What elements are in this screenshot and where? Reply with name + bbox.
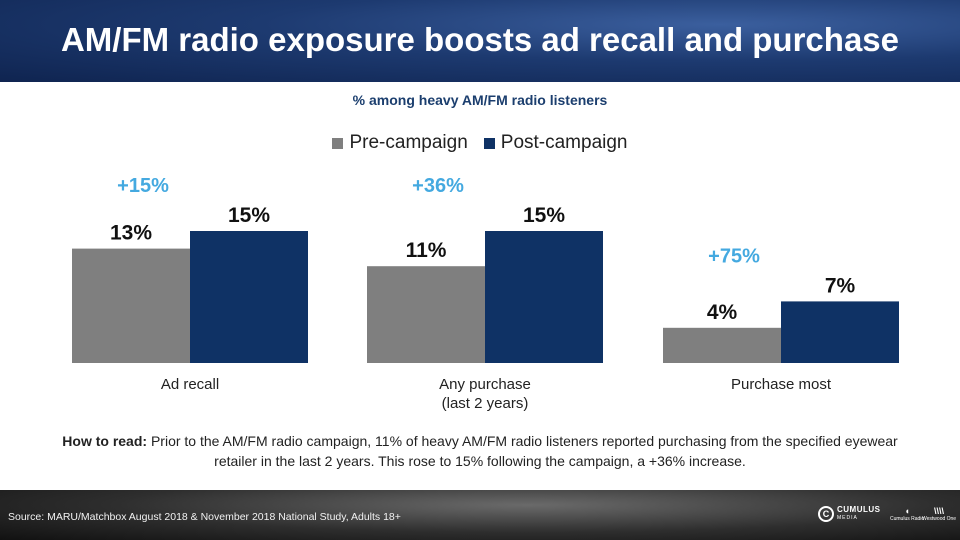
cumulus-media-logo: C CUMULUS MEDIA: [818, 506, 881, 522]
bar-value-label-post-0: 15%: [228, 204, 270, 227]
how-to-read-note: How to read: Prior to the AM/FM radio ca…: [40, 431, 920, 471]
chart-legend: Pre-campaign Post-campaign: [0, 132, 960, 154]
bar-value-label-pre-2: 4%: [707, 301, 738, 324]
bar-value-label-pre-1: 11%: [406, 239, 447, 262]
radio-mark-icon: ◖: [904, 506, 910, 516]
note-text: Prior to the AM/FM radio campaign, 11% o…: [150, 433, 898, 469]
category-label-0-0: Ad recall: [161, 376, 219, 393]
bar-post-1: [485, 231, 603, 363]
bar-pre-1: [367, 266, 485, 363]
category-label-1-1: (last 2 years): [442, 395, 529, 412]
cumulus-radio-logo: ◖ Cumulus Radio: [890, 506, 924, 522]
legend-item-post: Post-campaign: [483, 132, 628, 154]
cumulus-wordmark-sub: MEDIA: [837, 515, 858, 521]
westwood-mark-icon: \\\\: [934, 506, 945, 516]
bar-pre-2: [663, 327, 781, 363]
footer-bar: Source: MARU/Matchbox August 2018 & Nove…: [0, 490, 960, 540]
change-label-2: +75%: [708, 245, 760, 267]
bar-chart: 13% 15% +15% Ad recall 11% 15% +36% Any purchas…: [72, 175, 899, 412]
bar-value-label-pre-0: 13%: [110, 222, 152, 245]
westwood-one-logo: \\\\ Westwood One: [922, 506, 956, 522]
change-label-1: +36%: [412, 175, 464, 197]
cumulus-wordmark: CUMULUS MEDIA: [837, 506, 881, 522]
note-lead: How to read:: [62, 433, 148, 449]
legend-label-pre: Pre-campaign: [349, 132, 468, 153]
westwood-logo-text: Westwood One: [922, 516, 957, 522]
bar-value-label-post-1: 15%: [523, 204, 565, 227]
category-label-1-0: Any purchase: [439, 376, 531, 393]
radio-logo-text: Cumulus Radio: [890, 516, 925, 522]
title-banner: AM/FM radio exposure boosts ad recall an…: [0, 0, 960, 82]
category-label-2-0: Purchase most: [731, 376, 832, 393]
legend-swatch-post: [483, 137, 495, 149]
cumulus-wordmark-main: CUMULUS: [837, 505, 881, 514]
bar-pre-0: [72, 248, 190, 363]
cumulus-circle-icon: C: [818, 506, 834, 522]
legend-label-post: Post-campaign: [500, 132, 628, 153]
chart-subtitle: % among heavy AM/FM radio listeners: [352, 92, 608, 108]
change-label-0: +15%: [117, 175, 169, 197]
legend-swatch-pre: [332, 137, 344, 149]
bar-post-2: [781, 301, 899, 363]
source-text: Source: MARU/Matchbox August 2018 & Nove…: [8, 511, 401, 523]
bar-post-0: [190, 231, 308, 363]
legend-item-pre: Pre-campaign: [332, 132, 468, 154]
page-title: AM/FM radio exposure boosts ad recall an…: [60, 21, 900, 58]
bar-value-label-post-2: 7%: [825, 274, 856, 297]
